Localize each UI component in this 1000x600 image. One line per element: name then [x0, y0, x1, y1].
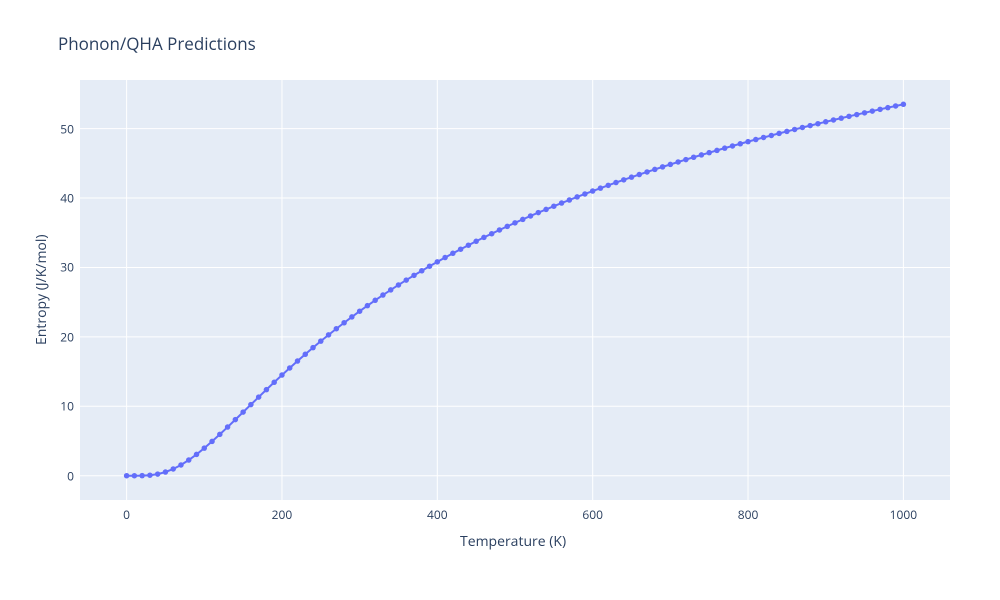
y-tick-label: 10	[52, 398, 74, 415]
x-tick-label: 400	[427, 506, 448, 523]
y-axis-label: Entropy (J/K/mol)	[32, 235, 51, 346]
y-tick-label: 30	[52, 259, 74, 276]
y-tick-label: 50	[52, 120, 74, 137]
chart-container: Phonon/QHA Predictions 02004006008001000…	[0, 0, 1000, 600]
chart-line-series	[0, 0, 1000, 600]
x-tick-label: 0	[123, 506, 130, 523]
x-tick-label: 600	[582, 506, 603, 523]
x-axis-label: Temperature (K)	[460, 532, 566, 551]
y-tick-label: 20	[52, 328, 74, 345]
y-tick-label: 0	[52, 467, 74, 484]
y-tick-label: 40	[52, 190, 74, 207]
x-tick-label: 200	[272, 506, 293, 523]
x-tick-label: 800	[738, 506, 759, 523]
x-tick-label: 1000	[890, 506, 917, 523]
